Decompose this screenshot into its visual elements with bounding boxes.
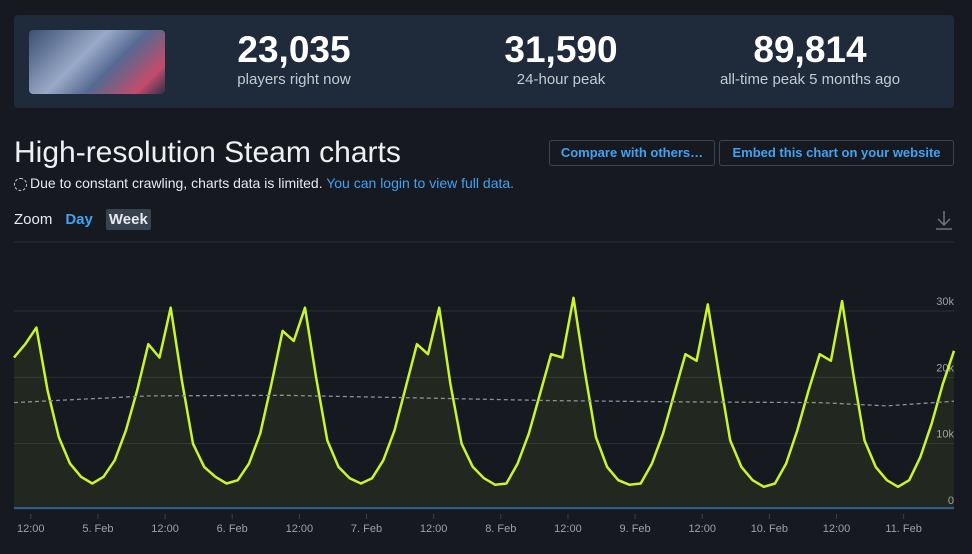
stat: 31,590 24-hour peak — [441, 29, 681, 88]
stat-label: players right now — [237, 71, 351, 88]
stat-value: 23,035 — [237, 29, 351, 70]
x-tick-label: 12:00 — [151, 523, 179, 535]
download-icon[interactable] — [936, 211, 952, 230]
game-cover[interactable] — [29, 30, 165, 94]
stat: 89,814 all-time peak 5 months ago — [690, 29, 930, 88]
page-title: High-resolution Steam charts — [14, 136, 401, 169]
x-tick-label: 7. Feb — [351, 523, 382, 535]
stats-panel: 23,035 players right now 31,590 24-hour pe… — [14, 15, 954, 108]
stat-value: 89,814 — [753, 29, 867, 70]
x-tick-label: 12:00 — [688, 523, 716, 535]
stat-value: 31,590 — [504, 29, 618, 70]
notice: Due to constant crawling, charts data is… — [14, 175, 514, 191]
line — [13, 394, 955, 407]
zoom-option[interactable]: Week — [105, 209, 151, 230]
x-tick-label: 11. Feb — [885, 523, 922, 535]
embed-button[interactable]: Embed this chart on your website — [719, 140, 954, 166]
x-tick-label: 10. Feb — [751, 523, 788, 535]
x-tick-label: 12:00 — [286, 523, 314, 535]
stat-label: 24-hour peak — [516, 71, 606, 88]
y-tick-label: 30k — [936, 296, 954, 308]
stat: 23,035 players right now — [174, 29, 414, 88]
zoom-bar: Zoom Day Week — [14, 209, 171, 230]
x-tick-label: 8. Feb — [485, 523, 516, 535]
login-link[interactable]: You can login to view full data. — [326, 175, 515, 191]
x-tick-label: 6. Feb — [217, 523, 248, 535]
zoom-option[interactable]: Day — [65, 211, 93, 228]
notice-text: Due to constant crawling, charts data is… — [30, 175, 323, 191]
zoom-label: Zoom — [14, 211, 53, 228]
area — [14, 297, 954, 510]
stat-label: all-time peak 5 months ago — [719, 71, 901, 88]
x-tick-label: 12:00 — [823, 523, 851, 535]
line — [13, 296, 956, 489]
y-tick-label: 10k — [936, 429, 954, 441]
x-tick-label: 12:00 — [554, 523, 582, 535]
x-tick-label: 5. Feb — [82, 523, 113, 535]
x-tick-label: 12:00 — [420, 523, 448, 535]
compare-button[interactable]: Compare with others… — [549, 140, 715, 166]
y-tick-label: 0 — [948, 495, 954, 507]
x-tick-label: 12:00 — [17, 523, 45, 535]
x-tick-label: 9. Feb — [619, 523, 650, 535]
notice-icon — [14, 178, 27, 191]
